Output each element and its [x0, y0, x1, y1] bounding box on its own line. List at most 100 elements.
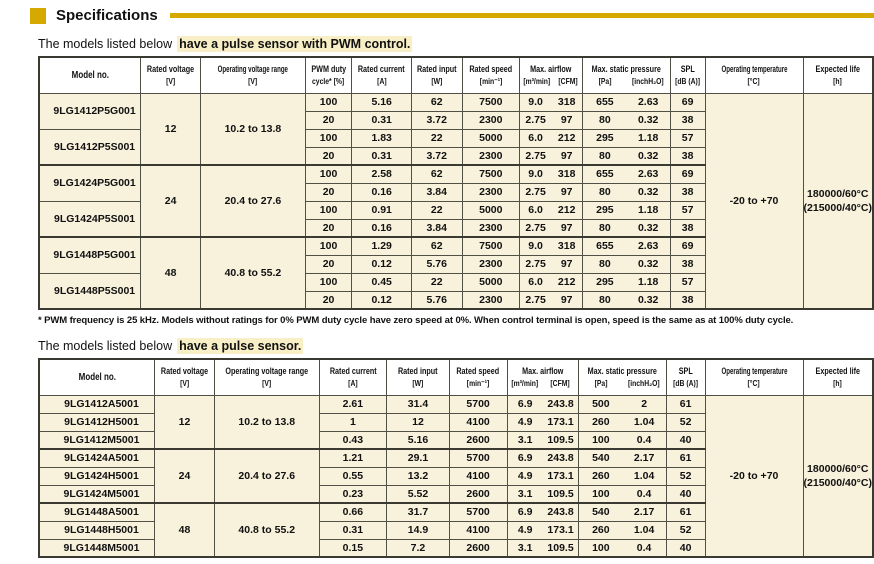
- rated-speed-cell: 5000: [461, 128, 521, 148]
- rated-input-cell: 3.72: [410, 110, 463, 130]
- intro-highlight-text: have a pulse sensor with PWM control.: [177, 36, 413, 52]
- life-line1: 180000/60°C: [807, 187, 869, 200]
- pressure-pa-value: 295: [596, 204, 614, 216]
- pressure-inch-value: 1.04: [633, 524, 655, 536]
- airflow-m3-value: 9.0: [528, 168, 543, 181]
- table-row: »9LG1424H5001 0.55 13.2 4100 4.9 173.1 26…: [38, 466, 873, 486]
- pressure-pa-value: 100: [592, 541, 610, 554]
- pressure-pa-value: 80: [599, 149, 611, 162]
- rated-input-cell: 3.84: [410, 218, 463, 238]
- rated-input-cell: 62: [410, 164, 463, 184]
- pressure-pa-value: 260: [592, 416, 610, 428]
- pressure-inch-value: 0.32: [637, 186, 659, 198]
- airflow-cfm-value: 212: [557, 276, 576, 288]
- table-row: »9LG1424P5G001 24 20.4 to 27.6 100 2.58 …: [38, 164, 873, 238]
- static-pressure-cell: 500 2: [578, 394, 667, 414]
- airflow-m3-value: 4.9: [517, 470, 533, 482]
- spl-cell: 61: [665, 448, 706, 468]
- airflow-m3-value: 9.0: [528, 96, 543, 108]
- col-header-input: Rated input [W]: [410, 56, 463, 94]
- model-name: 9LG1412P5S001: [53, 140, 136, 153]
- spl-cell: 69: [669, 92, 706, 112]
- airflow-m3-value: 4.9: [517, 416, 533, 428]
- spl-cell: 52: [665, 520, 706, 540]
- table-row: 20 0.31 3.72 2300 2.75 97 80 0.32 38: [39, 146, 873, 166]
- rated-input-cell: 62: [410, 92, 463, 112]
- spl-cell: 57: [669, 128, 706, 148]
- table-row: »9LG1424A5001 24 20.4 to 27.6 1.21 29.1 …: [38, 448, 873, 504]
- model-name: 9LG1424P5S001: [53, 212, 136, 225]
- airflow-cell: 2.75 97: [519, 146, 584, 166]
- rated-input-cell: 7.2: [386, 538, 450, 558]
- table-row: »9LG1412P5G001 12 10.2 to 13.8 100 5.16 …: [38, 92, 874, 310]
- pressure-pa-value: 260: [592, 524, 610, 536]
- airflow-cfm-value: 97: [560, 258, 573, 270]
- static-pressure-cell: 80 0.32: [582, 110, 671, 130]
- spl-cell: 57: [669, 272, 706, 292]
- airflow-cell: 4.9 173.1: [506, 520, 580, 540]
- rated-speed-cell: 5700: [448, 394, 508, 414]
- table-row: »9LG1424M5001 0.23 5.52 2600 3.1 109.5 10…: [38, 484, 873, 504]
- airflow-cell: 9.0 318: [519, 92, 584, 112]
- expected-life-cell: 180000/60°C (215000/40°C): [802, 394, 874, 558]
- pressure-pa-value: 295: [596, 276, 614, 288]
- spl-cell: 52: [665, 466, 706, 486]
- airflow-cfm-value: 109.5: [547, 487, 574, 500]
- pressure-pa-value: 655: [596, 96, 614, 108]
- rated-current-cell: 0.45: [351, 272, 412, 292]
- pwm-duty-cell: 20: [304, 146, 353, 166]
- pressure-inch-value: 0.4: [636, 487, 652, 500]
- spl-cell: 38: [669, 110, 706, 130]
- rated-speed-cell: 5000: [461, 200, 521, 220]
- col-header-voltage: Rated voltage [V]: [140, 56, 202, 94]
- airflow-cfm-value: 97: [560, 114, 573, 126]
- spl-cell: 69: [669, 236, 706, 256]
- table-row: 20 0.12 5.76 2300 2.75 97 80 0.32 38: [39, 290, 873, 310]
- expected-life-cell: 180000/60°C (215000/40°C): [802, 92, 874, 310]
- voltage-range-cell: 10.2 to 13.8: [213, 394, 320, 450]
- pressure-inch-value: 2.63: [637, 168, 659, 181]
- airflow-m3-value: 6.0: [528, 276, 543, 288]
- airflow-m3-value: 2.75: [525, 221, 546, 234]
- airflow-cell: 6.9 243.8: [506, 448, 580, 468]
- col-header-spl: SPL [dB (A)]: [665, 358, 706, 396]
- rated-input-cell: 13.2: [386, 466, 450, 486]
- col-header-temp: Operating temperature [°C]: [704, 358, 804, 396]
- pressure-inch-value: 2.17: [633, 506, 655, 519]
- airflow-cell: 6.9 243.8: [506, 394, 580, 414]
- col-header-life: Expected life [h]: [802, 358, 874, 396]
- model-cell: »9LG1412P5S001: [38, 128, 142, 166]
- pressure-pa-value: 655: [596, 240, 614, 253]
- airflow-cfm-value: 173.1: [547, 416, 574, 428]
- airflow-m3-value: 6.9: [517, 452, 533, 465]
- airflow-cell: 6.0 212: [519, 272, 584, 292]
- col-header-model: Model no.: [38, 358, 155, 396]
- intro-plain-text: The models listed below: [38, 339, 173, 353]
- rated-input-cell: 5.16: [386, 430, 450, 450]
- rated-speed-cell: 2300: [461, 290, 521, 310]
- rated-current-cell: 0.23: [318, 484, 388, 504]
- voltage-range-cell: 20.4 to 27.6: [213, 448, 320, 504]
- pwm-duty-cell: 20: [304, 110, 353, 130]
- col-header-temp: Operating temperature [°C]: [704, 56, 804, 94]
- static-pressure-cell: 295 1.18: [582, 200, 671, 220]
- airflow-cell: 2.75 97: [519, 254, 584, 274]
- table-row: 20 0.16 3.84 2300 2.75 97 80 0.32 38: [39, 218, 873, 238]
- rated-current-cell: 1: [318, 412, 388, 432]
- airflow-cell: 2.75 97: [519, 290, 584, 310]
- table-row: 20 0.31 3.72 2300 2.75 97 80 0.32 38: [39, 110, 873, 130]
- rated-speed-cell: 5700: [448, 502, 508, 522]
- spl-cell: 38: [669, 182, 706, 202]
- voltage-range-cell: 10.2 to 13.8: [200, 92, 306, 166]
- spl-cell: 52: [665, 412, 706, 432]
- airflow-cfm-value: 243.8: [547, 452, 574, 465]
- model-cell: »9LG1424A5001: [38, 448, 155, 468]
- op-temp-cell: -20 to +70: [704, 394, 804, 558]
- airflow-m3-value: 6.9: [517, 398, 533, 410]
- model-name: 9LG1412A5001: [64, 398, 139, 410]
- rated-input-cell: 31.7: [386, 502, 450, 522]
- model-cell: »9LG1448M5001: [38, 538, 155, 558]
- airflow-cell: 6.0 212: [519, 200, 584, 220]
- model-cell: »9LG1424M5001: [38, 484, 155, 504]
